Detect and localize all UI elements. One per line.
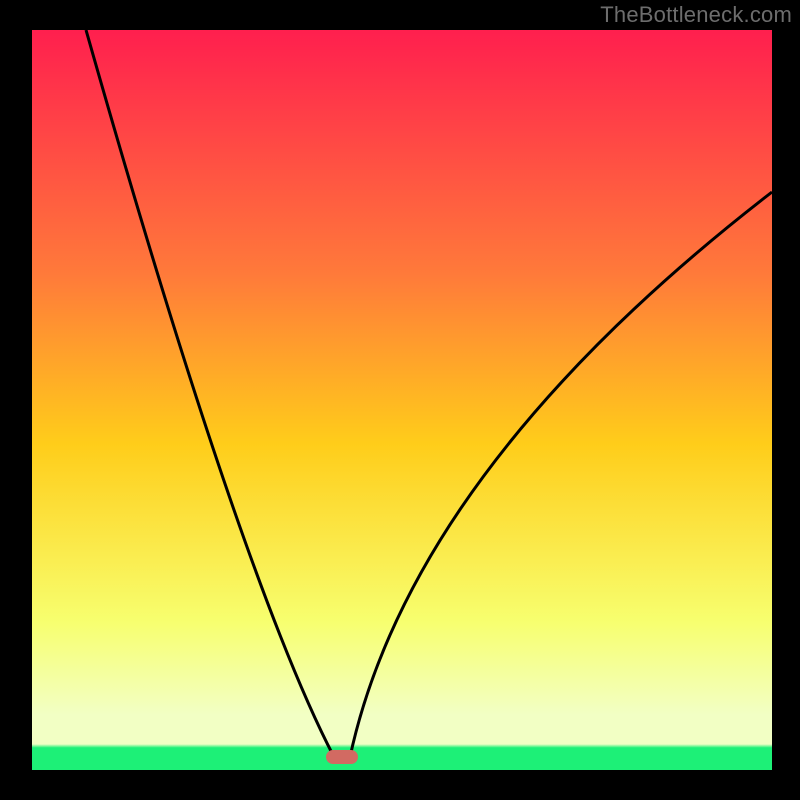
plot-area: [32, 30, 772, 770]
minimum-marker: [326, 750, 358, 764]
chart-container: TheBottleneck.com: [0, 0, 800, 800]
curve-right-branch: [350, 192, 772, 757]
curve-svg: [32, 30, 772, 770]
watermark-text: TheBottleneck.com: [600, 2, 792, 28]
curve-left-branch: [86, 30, 334, 757]
